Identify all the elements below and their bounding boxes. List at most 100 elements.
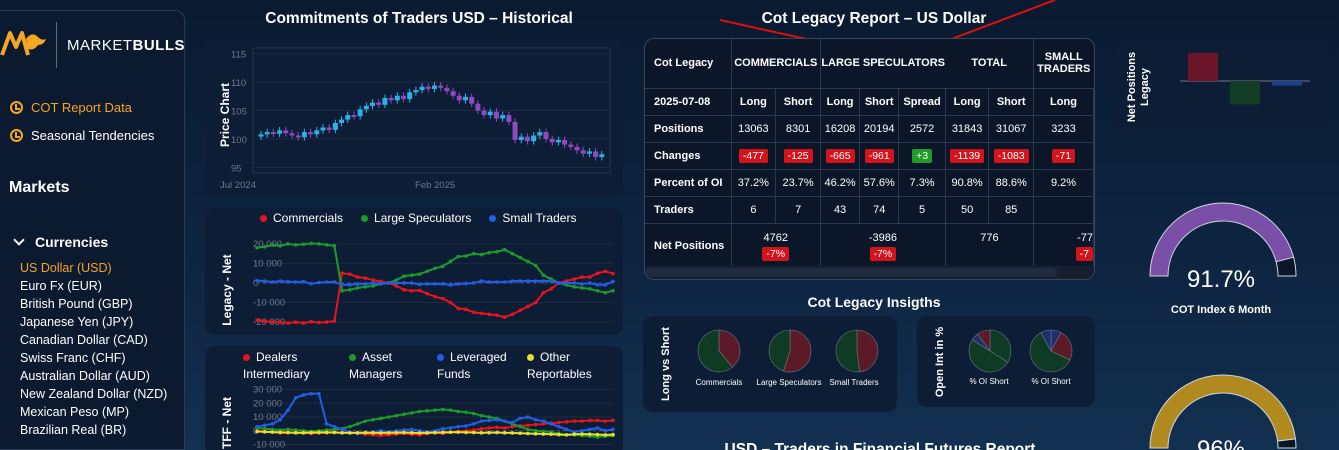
second-gauge[interactable] [1147, 372, 1299, 450]
series-point [340, 289, 344, 293]
series-point [495, 249, 499, 254]
pie-slice [768, 329, 791, 372]
series-point [541, 429, 546, 434]
legend-dealers[interactable]: Dealers Intermediary [243, 350, 310, 381]
series-point [464, 254, 468, 258]
series-point [541, 419, 546, 423]
candle-body [568, 144, 574, 147]
series-point [580, 275, 584, 279]
series-point [379, 416, 383, 421]
series-point [340, 427, 344, 432]
market-item-usd[interactable]: US Dollar (USD) [20, 261, 112, 275]
series-point [502, 419, 507, 423]
long-short-pies[interactable] [643, 316, 897, 386]
candle-body [506, 115, 512, 122]
series-point [518, 431, 522, 436]
market-item-aud[interactable]: Australian Dollar (AUD) [20, 369, 150, 383]
series-point [332, 319, 337, 323]
series-point [595, 426, 600, 430]
series-point [417, 272, 422, 276]
pie-label-commercials: Commercials [695, 378, 743, 387]
series-point [332, 280, 337, 284]
series-point [541, 273, 546, 277]
candle-body [549, 138, 555, 143]
x-tick-label: Feb 2025 [415, 180, 455, 191]
series-point [518, 308, 522, 313]
series-point [340, 271, 344, 275]
series-point [255, 318, 259, 322]
scrollbar-thumb[interactable] [645, 268, 1057, 277]
series-point [464, 424, 468, 428]
legacy-table-container[interactable]: Cot Legacy COMMERCIALS LARGE SPECULATORS… [644, 38, 1095, 280]
table-horizontal-scrollbar[interactable] [645, 266, 1094, 279]
nav-cot-report-data[interactable]: COT Report Data [10, 100, 132, 115]
series-point [487, 426, 491, 430]
market-item-jpy[interactable]: Japanese Yen (JPY) [20, 315, 134, 329]
series-point [394, 281, 399, 285]
legacy-table: Cot Legacy COMMERCIALS LARGE SPECULATORS… [645, 39, 1094, 270]
candle-body [456, 95, 462, 101]
series-point [533, 300, 538, 305]
series-point [456, 282, 461, 286]
series-point [518, 279, 522, 283]
series-point [518, 424, 522, 429]
table-row-changes: Changes -477 -125 -665 -961 +3 -1139 -10… [645, 142, 1094, 170]
series-point [502, 426, 507, 430]
subhead: Long [731, 88, 777, 116]
series-point [526, 427, 530, 432]
legend-asset-managers[interactable]: Asset Managers [349, 350, 403, 381]
net-positions-bar-chart[interactable] [1115, 38, 1329, 130]
subhead: Long [820, 88, 861, 116]
legend-leveraged-funds[interactable]: Leveraged Funds [437, 350, 507, 381]
candle-body [593, 151, 599, 158]
bull-logo-icon [0, 31, 46, 56]
pie-slice [968, 339, 1009, 373]
tff-report-title: USD – Traders in Financial Futures Repor… [724, 441, 1036, 450]
legend-other-reportables[interactable]: Other Reportables [527, 350, 592, 381]
series-point [379, 281, 383, 286]
series-point [363, 282, 368, 286]
series-point [572, 281, 577, 285]
series-point [332, 424, 337, 429]
nav-seasonal-tendencies[interactable]: Seasonal Tendencies [10, 128, 154, 143]
series-point [425, 409, 430, 413]
market-item-cad[interactable]: Canadian Dollar (CAD) [20, 333, 148, 347]
candle-body [432, 85, 437, 89]
series-point [557, 420, 561, 425]
series-point [286, 430, 290, 435]
series-point [456, 430, 461, 434]
cell: 74 [859, 196, 900, 224]
market-item-br[interactable]: Brazilian Real (BR) [20, 423, 127, 437]
market-item-eur[interactable]: Euro Fx (EUR) [20, 279, 102, 293]
currencies-group-toggle[interactable]: Currencies [13, 234, 108, 250]
net-small: -77 [1077, 232, 1093, 244]
y-tick-label: 105 [231, 107, 247, 118]
series-point [487, 418, 491, 423]
change-badge: -125 [783, 148, 813, 163]
legend-small-traders[interactable]: Small Traders [489, 211, 576, 225]
cell: 31067 [988, 115, 1034, 143]
open-interest-pies[interactable] [917, 316, 1095, 386]
brand-logo[interactable]: MARKETBULLS [0, 21, 185, 69]
legacy-net-panel: Commercials Large Speculators Small Trad… [205, 208, 623, 335]
market-item-gbp[interactable]: British Pound (GBP) [20, 297, 133, 311]
market-item-nzd[interactable]: New Zealand Dollar (NZD) [20, 387, 168, 401]
candle-body [295, 135, 301, 138]
market-item-chf[interactable]: Swiss Franc (CHF) [20, 351, 126, 365]
price-candlestick-chart[interactable]: 115 110 105 100 95 Jul 2024 Feb 2025 [205, 38, 623, 196]
market-item-mp[interactable]: Mexican Peso (MP) [20, 405, 130, 419]
series-point [603, 290, 608, 295]
series-point [425, 431, 430, 435]
series-point [440, 407, 445, 412]
y-tick-label: 20 000 [253, 239, 282, 250]
legend-commercials[interactable]: Commercials [260, 211, 343, 225]
cot-index-gauge[interactable] [1147, 200, 1299, 280]
series-point [433, 266, 437, 271]
series-point [262, 319, 267, 323]
historical-title: Commitments of Traders USD – Historical [265, 10, 573, 27]
legend-large-speculators[interactable]: Large Speculators [361, 211, 471, 225]
table-row-percent-oi: Percent of OI 37.2% 23.7% 46.2% 57.6% 7.… [645, 169, 1094, 197]
y-tick-label: -10 000 [253, 298, 285, 309]
